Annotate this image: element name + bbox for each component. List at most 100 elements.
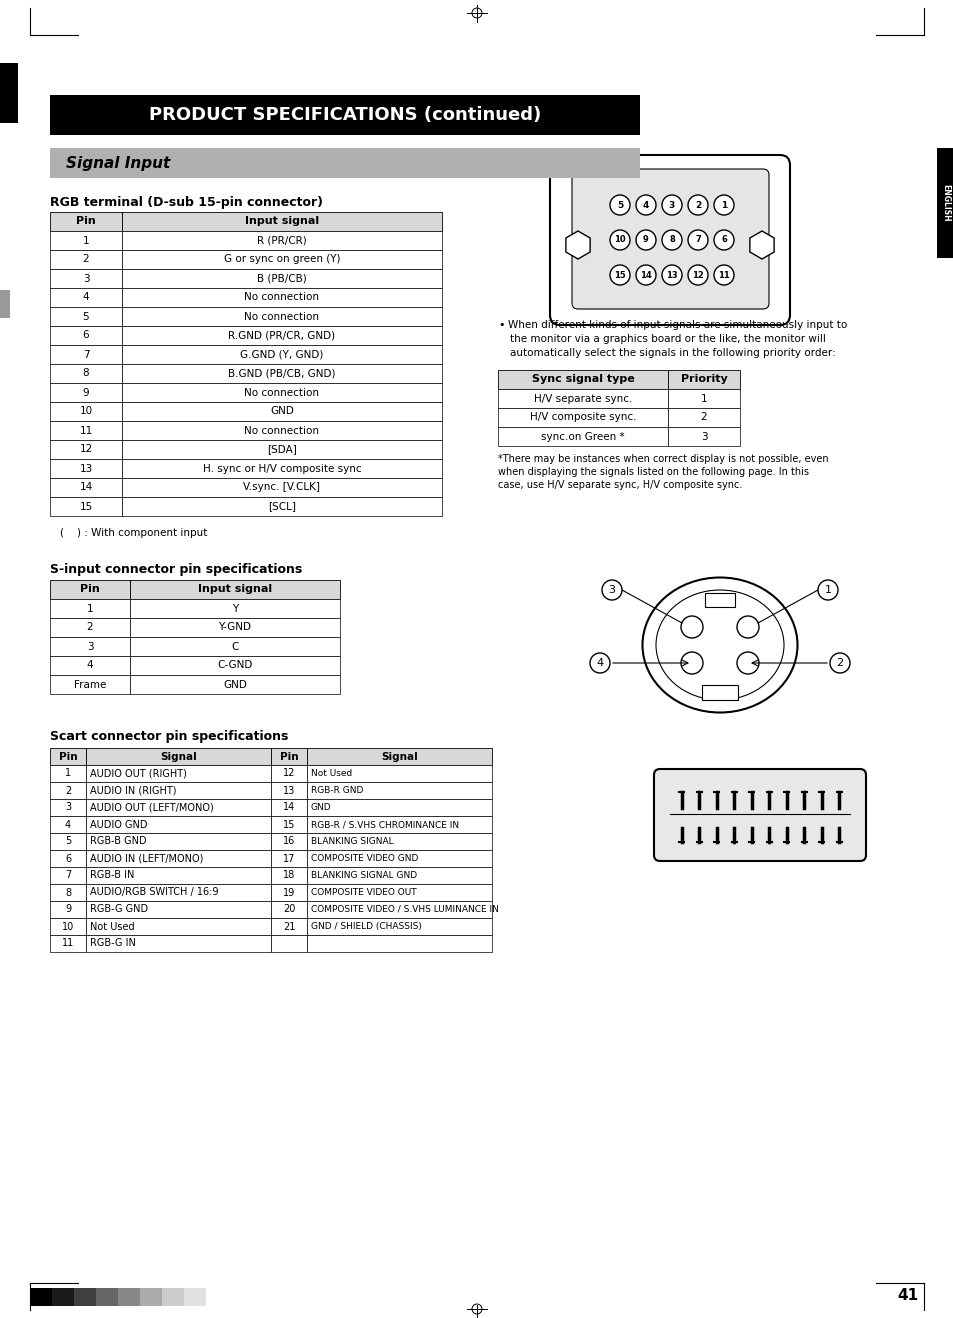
Text: AUDIO/RGB SWITCH / 16:9: AUDIO/RGB SWITCH / 16:9 — [90, 887, 218, 898]
Bar — [122, 269, 441, 289]
Text: automatically select the signals in the following priority order:: automatically select the signals in the … — [510, 348, 835, 358]
Text: RGB-B GND: RGB-B GND — [90, 837, 147, 846]
Bar — [271, 902, 307, 919]
Bar — [122, 384, 441, 402]
Bar — [50, 440, 122, 459]
Text: 5: 5 — [83, 311, 90, 322]
Bar — [497, 427, 667, 445]
Bar — [86, 919, 271, 934]
Bar — [96, 1288, 118, 1306]
Bar — [122, 364, 441, 384]
Text: Priority: Priority — [679, 374, 726, 385]
Text: 13: 13 — [283, 786, 294, 796]
Text: RGB terminal (D-sub 15-pin connector): RGB terminal (D-sub 15-pin connector) — [50, 196, 323, 210]
Text: the monitor via a graphics board or the like, the monitor will: the monitor via a graphics board or the … — [510, 333, 825, 344]
Bar — [122, 440, 441, 459]
Bar — [130, 618, 339, 637]
Text: 12: 12 — [691, 270, 703, 279]
Bar — [271, 934, 307, 952]
Bar — [50, 884, 86, 902]
Text: RGB-G IN: RGB-G IN — [90, 938, 135, 949]
Circle shape — [713, 195, 733, 215]
Bar — [122, 420, 441, 440]
Circle shape — [680, 616, 702, 638]
Text: 7: 7 — [695, 236, 700, 245]
Text: 11: 11 — [62, 938, 74, 949]
Text: C-GND: C-GND — [217, 660, 253, 671]
Bar — [50, 656, 130, 675]
Bar — [50, 919, 86, 934]
Text: case, use H/V separate sync, H/V composite sync.: case, use H/V separate sync, H/V composi… — [497, 480, 741, 490]
Text: 9: 9 — [65, 904, 71, 915]
Text: R.GND (PR/CR, GND): R.GND (PR/CR, GND) — [228, 331, 335, 340]
Bar — [162, 1288, 184, 1306]
Text: 12: 12 — [282, 768, 294, 779]
Circle shape — [737, 616, 759, 638]
Text: No connection: No connection — [244, 426, 319, 435]
Bar — [30, 1288, 52, 1306]
Text: R (PR/CR): R (PR/CR) — [257, 236, 307, 245]
Bar — [122, 459, 441, 478]
Bar — [497, 389, 667, 409]
Text: 10: 10 — [79, 406, 92, 416]
Bar — [50, 307, 122, 326]
Bar — [307, 934, 492, 952]
Bar — [271, 867, 307, 884]
Text: •: • — [497, 320, 504, 330]
Bar — [50, 816, 86, 833]
Text: when displaying the signals listed on the following page. In this: when displaying the signals listed on th… — [497, 467, 808, 477]
Bar — [52, 1288, 74, 1306]
Text: Pin: Pin — [80, 584, 100, 594]
Bar — [307, 833, 492, 850]
Bar — [140, 1288, 162, 1306]
Bar — [50, 250, 122, 269]
Text: 6: 6 — [65, 854, 71, 863]
Bar — [50, 580, 130, 598]
Bar — [307, 867, 492, 884]
Text: 3: 3 — [65, 803, 71, 812]
Polygon shape — [749, 231, 773, 260]
Text: AUDIO GND: AUDIO GND — [90, 820, 148, 829]
Circle shape — [601, 580, 621, 600]
Circle shape — [680, 652, 702, 673]
Text: 20: 20 — [282, 904, 294, 915]
Text: 1: 1 — [720, 200, 726, 210]
Bar — [122, 289, 441, 307]
Bar — [122, 307, 441, 326]
Text: Input signal: Input signal — [245, 216, 318, 227]
Text: 15: 15 — [282, 820, 294, 829]
Bar — [271, 749, 307, 764]
Bar — [0, 63, 18, 123]
Text: 15: 15 — [79, 502, 92, 511]
Text: H. sync or H/V composite sync: H. sync or H/V composite sync — [202, 464, 361, 473]
Bar — [50, 902, 86, 919]
FancyBboxPatch shape — [572, 169, 768, 308]
Circle shape — [589, 652, 609, 673]
Text: 11: 11 — [718, 270, 729, 279]
Text: 4: 4 — [65, 820, 71, 829]
Text: 5: 5 — [65, 837, 71, 846]
Bar — [50, 497, 122, 517]
Text: (    ) : With component input: ( ) : With component input — [60, 529, 207, 538]
Bar — [86, 799, 271, 816]
Circle shape — [713, 265, 733, 285]
Text: 8: 8 — [65, 887, 71, 898]
Bar — [271, 850, 307, 867]
Bar — [50, 345, 122, 364]
Text: 4: 4 — [642, 200, 648, 210]
Text: 1: 1 — [87, 604, 93, 613]
Bar — [86, 782, 271, 799]
Text: 18: 18 — [283, 870, 294, 880]
Text: COMPOSITE VIDEO / S.VHS LUMINANCE IN: COMPOSITE VIDEO / S.VHS LUMINANCE IN — [311, 905, 498, 913]
Bar — [118, 1288, 140, 1306]
Text: Pin: Pin — [59, 751, 77, 762]
Circle shape — [609, 265, 629, 285]
Circle shape — [636, 265, 656, 285]
Bar — [122, 345, 441, 364]
Bar — [701, 685, 738, 700]
Text: 9: 9 — [83, 387, 90, 398]
Text: Scart connector pin specifications: Scart connector pin specifications — [50, 730, 288, 743]
FancyBboxPatch shape — [654, 768, 865, 861]
Text: 10: 10 — [62, 921, 74, 932]
Text: Y: Y — [232, 604, 238, 613]
